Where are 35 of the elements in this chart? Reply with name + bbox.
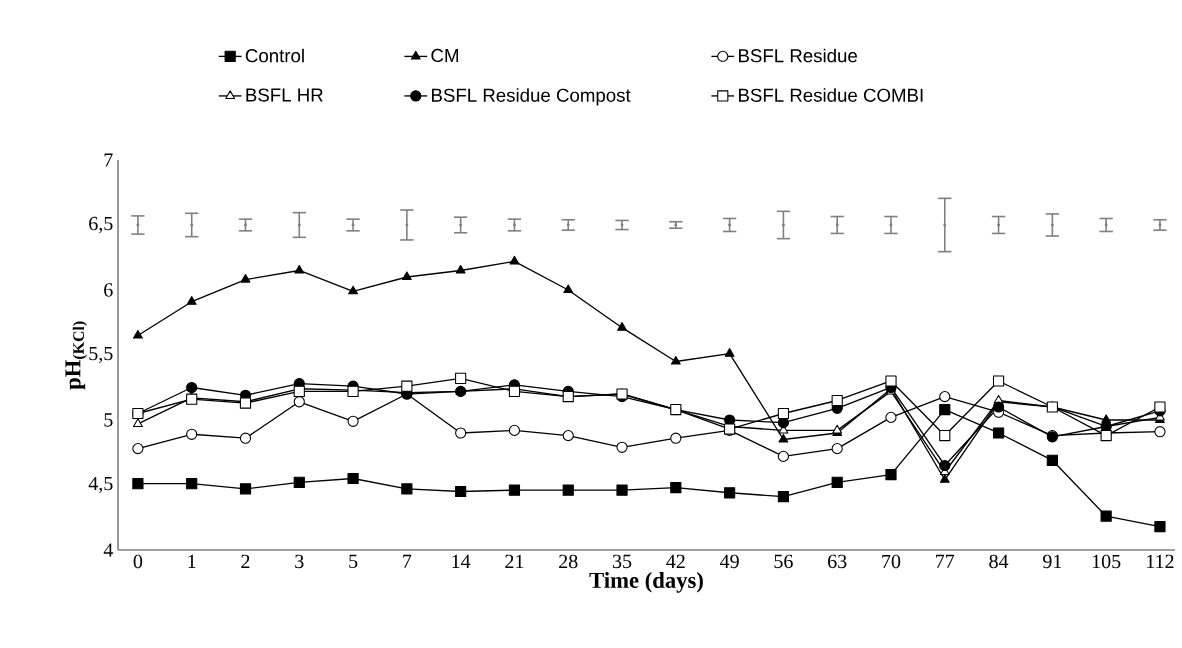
y-axis-title: pH$_{(KCl)}$: [65, 321, 88, 390]
x-tick-label: 0: [133, 554, 143, 569]
x-tick-label: 56: [774, 554, 793, 569]
x-tick-label: 84: [989, 554, 1009, 569]
legend-label: CM: [431, 48, 458, 63]
x-tick-label: 7: [403, 554, 412, 568]
x-axis-title: Time (days): [589, 572, 703, 593]
y-tick-label: 4,5: [88, 476, 113, 494]
y-tick-label: 4: [103, 543, 113, 557]
x-tick-label: 3: [295, 554, 304, 569]
x-tick-label: 42: [666, 554, 685, 568]
x-tick-label: 1: [188, 554, 196, 568]
legend-label: Control: [245, 48, 304, 63]
y-tick-label: 7: [104, 153, 113, 167]
x-tick-label: 21: [505, 554, 524, 568]
x-tick-label: 91: [1043, 554, 1062, 569]
x-tick-label: 77: [936, 554, 955, 568]
legend-label: BSFL Residue COMBI: [739, 88, 923, 102]
x-tick-label: 63: [828, 554, 847, 569]
y-tick-label: 5,5: [89, 346, 113, 364]
legend-label: BSFL Residue Compost: [432, 88, 631, 106]
legend-label: BSFL HR: [246, 88, 323, 102]
x-tick-label: 2: [241, 554, 250, 568]
y-tick-label: 6: [104, 283, 113, 297]
legend-label: BSFL Residue: [739, 48, 857, 63]
x-tick-label: 28: [559, 554, 578, 569]
y-tick-label: 5: [104, 413, 113, 427]
x-tick-label: 14: [452, 554, 471, 568]
x-tick-label: 49: [720, 554, 739, 569]
x-tick-label: 5: [349, 554, 358, 568]
x-tick-label: 105: [1092, 554, 1121, 569]
x-tick-label: 35: [612, 554, 632, 569]
x-tick-label: 70: [882, 554, 901, 569]
y-tick-label: 6,5: [89, 216, 113, 234]
x-tick-label: 112: [1147, 554, 1174, 568]
